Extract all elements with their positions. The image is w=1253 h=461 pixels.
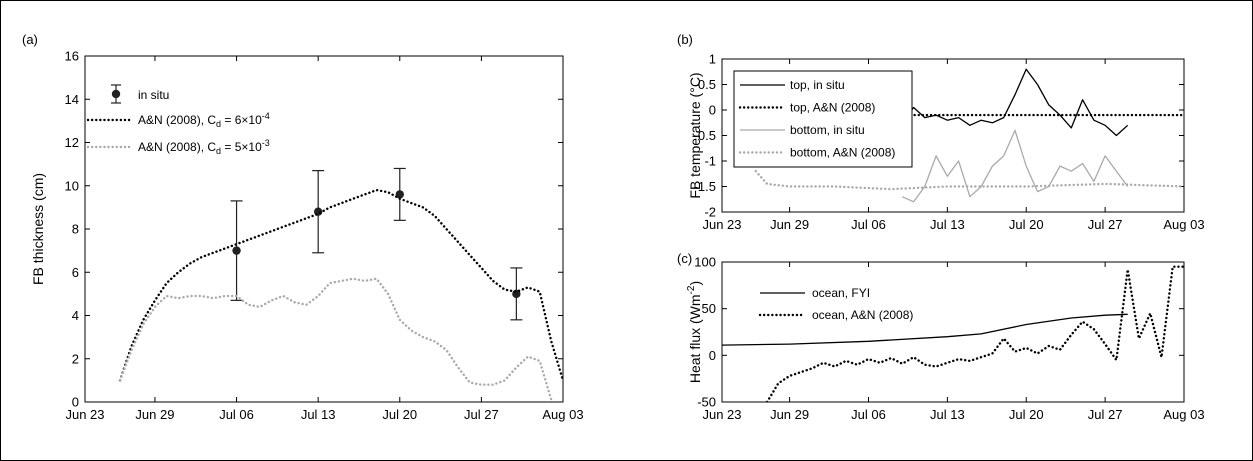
x-tick-label: Jun 23 [65, 407, 104, 422]
y-tick-label: 8 [72, 222, 79, 237]
series-line [118, 277, 553, 401]
legend-label: bottom, in situ [790, 123, 865, 137]
legend-sub: d [216, 119, 221, 129]
legend-label: bottom, A&N (2008) [790, 146, 895, 160]
x-tick-label: Jul 20 [1009, 407, 1044, 422]
panel-a: (a) Jun 23 Jun 29 Jul 06 Jul 13 Jul 20 Jul 27 A… [22, 32, 584, 422]
y-tick-label: 0 [709, 348, 716, 363]
y-tick-label: 0 [72, 395, 79, 410]
series-line [901, 68, 1129, 137]
data-layer [118, 167, 563, 401]
axes-box [721, 261, 1185, 403]
x-tick-label: Jun 23 [702, 407, 741, 422]
panel-c: (c) Jun 23 Jun 29 Jul 06 Jul 13 Jul 20 Jul 27 A… [677, 251, 1205, 422]
legend-label: top, in situ [790, 78, 845, 92]
y-tick-label: 1 [709, 52, 716, 67]
x-tick-label: Jul 20 [1009, 217, 1044, 232]
axes-box [84, 55, 564, 403]
x-tick-label: Jul 20 [382, 407, 417, 422]
legend-label: ocean, FYI [812, 286, 870, 300]
legend-label: in situ [138, 88, 169, 102]
series-line [722, 313, 1128, 346]
y-tick-label: -1 [704, 154, 716, 169]
legend-text: A&N (2008), C [138, 140, 216, 154]
legend-sup: -4 [262, 111, 270, 121]
series-line [902, 129, 1129, 203]
x-tick-label: Aug 03 [542, 407, 583, 422]
y-tick-label: -1.5 [694, 179, 716, 194]
y-tick-label: 100 [694, 255, 716, 270]
y-tick-label: 14 [65, 92, 79, 107]
y-tick-label: 50 [702, 301, 716, 316]
panel-b: (b) Jun 23 Jun 29 Jul 06 Jul 13 Jul 20 Jul 27 A… [677, 32, 1205, 232]
legend-sub: d [216, 146, 221, 156]
y-axis-label: Heat flux (Wm-2) [686, 281, 703, 383]
series-line [754, 169, 1184, 191]
legend-marker [111, 89, 121, 99]
legend: ocean, FYI ocean, A&N (2008) [758, 286, 913, 322]
panel-label: (a) [22, 32, 38, 47]
panel-label: (c) [677, 251, 692, 266]
x-tick-label: Jul 27 [464, 407, 499, 422]
x-tick-label: Aug 03 [1163, 217, 1204, 232]
x-tick-label: Jun 29 [135, 407, 174, 422]
y-tick-label: 12 [65, 135, 79, 150]
data-point [232, 246, 241, 255]
y-tick-label: 4 [72, 308, 79, 323]
x-tick-label: Jun 29 [770, 217, 809, 232]
data-layer [722, 265, 1184, 402]
legend-text-rest: = 5×10 [221, 140, 262, 154]
y-axis-label: FB temperature (°C) [687, 72, 703, 198]
data-point [395, 190, 404, 199]
x-tick-label: Jul 13 [930, 217, 965, 232]
y-tick-label: 10 [65, 178, 79, 193]
legend: top, in situ top, A&N (2008) bottom, in si… [733, 70, 913, 168]
panel-label: (b) [677, 32, 693, 47]
y-tick-label: -50 [697, 395, 716, 410]
x-tick-label: Jul 06 [851, 217, 886, 232]
y-tick-label: 6 [72, 265, 79, 280]
y-tick-label: 16 [65, 49, 79, 64]
x-tick-label: Jul 13 [930, 407, 965, 422]
x-tick-label: Jul 27 [1088, 217, 1123, 232]
legend-label: A&N (2008), Cd = 6×10-4 [138, 111, 270, 129]
y-tick-label: 2 [72, 351, 79, 366]
legend-label: top, A&N (2008) [790, 101, 875, 115]
legend-label: A&N (2008), Cd = 5×10-3 [138, 138, 270, 156]
x-tick-label: Jun 29 [770, 407, 809, 422]
series-line [765, 265, 1184, 402]
x-tick-label: Jun 23 [702, 217, 741, 232]
x-tick-label: Jul 06 [851, 407, 886, 422]
y-axis-label-sup: -2 [686, 285, 697, 294]
x-tick-label: Jul 27 [1088, 407, 1123, 422]
y-tick-label: -2 [704, 205, 716, 220]
y-tick-label: 0.5 [698, 77, 716, 92]
y-tick-label: -0.5 [694, 128, 716, 143]
y-axis-label-end: ) [687, 281, 703, 286]
legend-text-rest: = 6×10 [221, 113, 262, 127]
x-tick-label: Jul 13 [301, 407, 336, 422]
y-axis-label: FB thickness (cm) [30, 173, 46, 285]
x-tick-label: Aug 03 [1163, 407, 1204, 422]
legend-text: A&N (2008), C [138, 113, 216, 127]
legend-box [733, 70, 913, 168]
legend-label: ocean, A&N (2008) [812, 308, 913, 322]
legend-sup: -3 [262, 138, 270, 148]
data-layer [754, 68, 1184, 203]
y-tick-label: 0 [709, 103, 716, 118]
y-axis-label-base: Heat flux (Wm [687, 294, 703, 383]
series-line [118, 188, 563, 382]
x-tick-label: Jul 06 [219, 407, 254, 422]
